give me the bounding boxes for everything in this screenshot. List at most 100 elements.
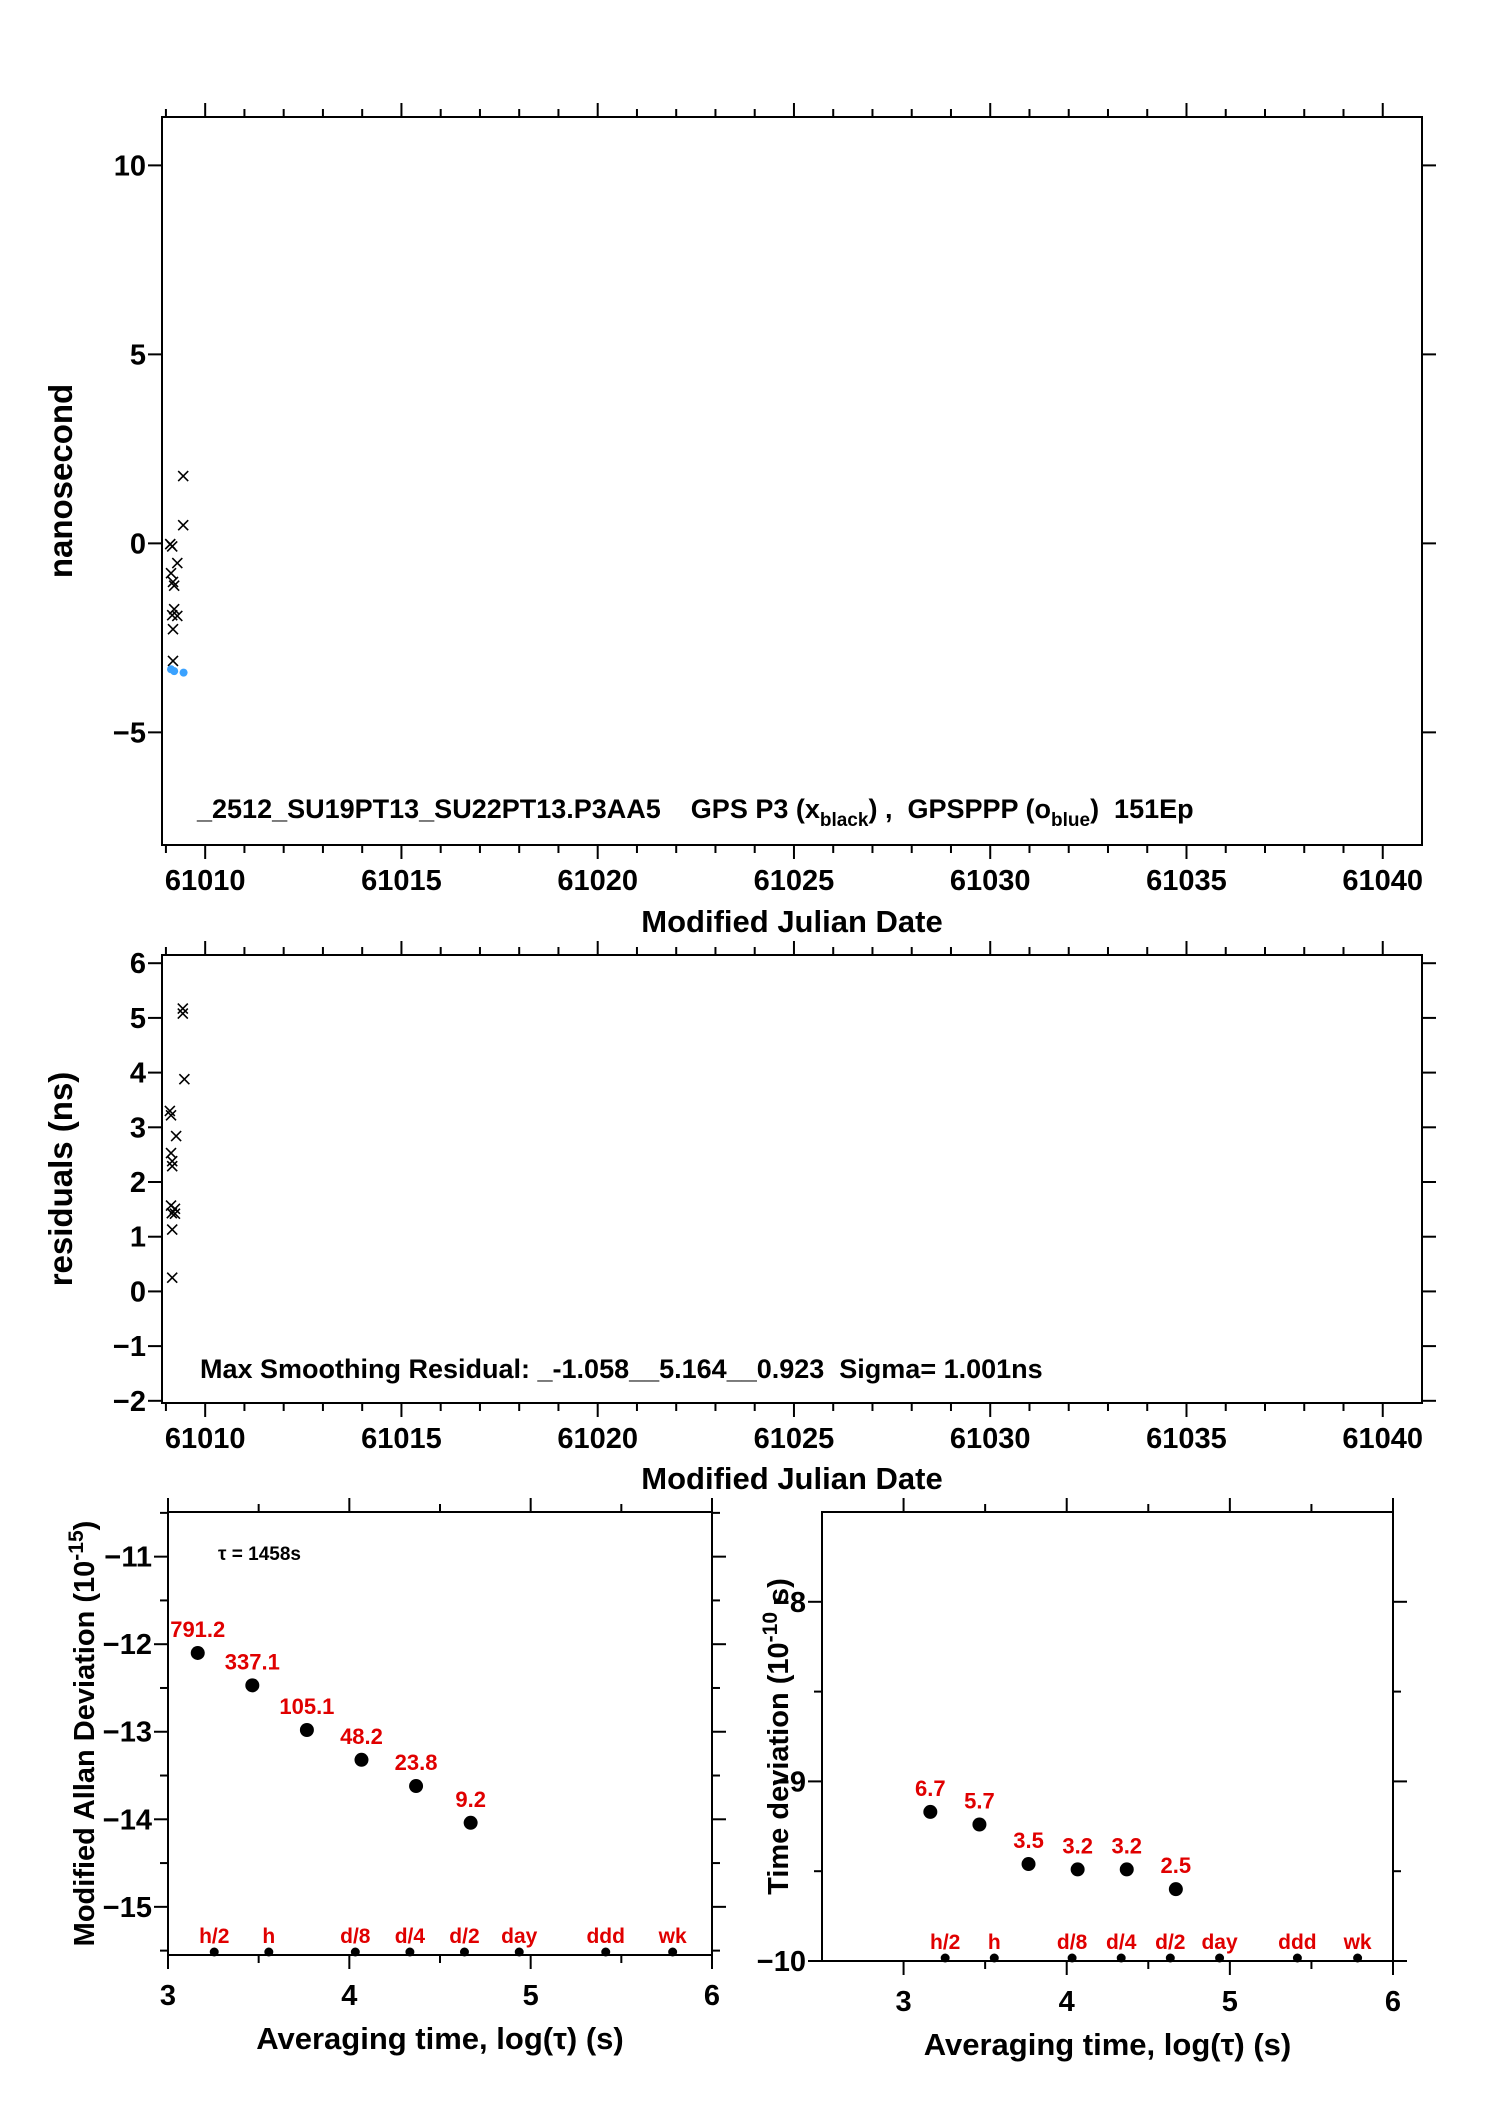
point-value-label: 3.2 (1111, 1833, 1142, 1858)
averaging-time-markers: h/2 h d/8 d/4 d/2 day ddd wk (930, 1931, 1372, 1963)
point-value-label: 48.2 (340, 1724, 383, 1749)
x-tick-label: 61040 (1342, 1423, 1423, 1455)
axis-ticks (808, 1498, 1407, 1975)
x-marker (177, 1007, 189, 1020)
y-tick-labels: −10 −9 −8 (757, 1587, 806, 1978)
tau-label: d/4 (1106, 1931, 1137, 1954)
x-marker (166, 1224, 178, 1236)
x-marker (167, 623, 179, 635)
x-tick-label: 61035 (1146, 1423, 1227, 1455)
dot-marker (463, 1815, 478, 1830)
y-tick-labels: −15 −14 −13 −12 −11 (103, 1542, 152, 1924)
x-marker (177, 519, 189, 531)
axis-ticks (154, 1498, 726, 1969)
annotation-max-smoothing-residual: Max Smoothing Residual: _-1.058__5.164__… (200, 1354, 1043, 1384)
x-axis-title: Averaging time, log(τ) (s) (256, 2021, 624, 2056)
point-value-label: 105.1 (279, 1694, 334, 1719)
averaging-time-markers: h/2 h d/8 d/4 d/2 day ddd wk (199, 1925, 687, 1957)
dot-marker (190, 1645, 205, 1660)
x-tick-label: 61030 (950, 1423, 1031, 1455)
y-tick-label: 0 (130, 1276, 146, 1308)
x-marker (166, 1155, 178, 1167)
x-tick-label: 4 (341, 1980, 357, 2012)
tau-label: day (1201, 1931, 1238, 1954)
dot-marker (1168, 1882, 1183, 1897)
y-tick-label: −11 (104, 1542, 152, 1574)
x-marker (165, 1109, 177, 1121)
chart-modified-allan-deviation: 3 4 5 6 −15 −14 −13 −12 −11 Averaging time, log(τ… (65, 1498, 726, 2056)
x-tick-label: 3 (896, 1986, 912, 2018)
point-value-label: 2.5 (1161, 1853, 1192, 1878)
x-marker (177, 470, 189, 482)
x-tick-labels: 61010 61015 61020 61025 61030 61035 61040 (165, 1423, 1423, 1455)
chart-residuals-vs-mjd: 61010 61015 61020 61025 61030 61035 61040 −2 −1 0… (42, 941, 1436, 1496)
x-tick-labels: 3 4 5 6 (160, 1980, 720, 2012)
dot-marker (1021, 1857, 1036, 1872)
y-tick-label: −12 (103, 1629, 152, 1661)
y-tick-label: 2 (130, 1167, 146, 1199)
series-tdev-points: 6.7 5.7 3.5 3.2 3.2 2.5 (915, 1776, 1192, 1897)
x-marker (170, 1130, 182, 1142)
tau-dot-marker (264, 1947, 274, 1957)
y-tick-label: −15 (103, 1892, 152, 1924)
tau-label: h/2 (199, 1925, 229, 1948)
x-axis-title: Modified Julian Date (641, 1461, 942, 1496)
plot-frame (161, 116, 1423, 846)
x-marker (169, 1208, 181, 1220)
y-tick-label: −10 (757, 1946, 806, 1978)
x-tick-label: 61030 (950, 865, 1031, 897)
y-tick-label: −9 (773, 1766, 806, 1798)
x-tick-label: 3 (160, 1980, 176, 2012)
tau-label: ddd (586, 1925, 624, 1948)
y-tick-labels: −2 −1 0 1 2 3 4 5 6 (113, 948, 146, 1418)
y-axis-title: nanosecond (42, 384, 79, 578)
tau-label: d/2 (449, 1925, 479, 1948)
x-tick-label: 6 (1385, 1986, 1401, 2018)
y-tick-label: 10 (114, 150, 146, 182)
axis-ticks (148, 103, 1436, 859)
dot-marker (179, 668, 188, 677)
x-marker (166, 540, 178, 552)
chart-time-deviation: 3 4 5 6 −10 −9 −8 Averaging time, log(τ) (s) Tim… (757, 1498, 1407, 2062)
x-marker (168, 580, 180, 592)
x-tick-label: 5 (523, 1980, 539, 2012)
y-tick-label: −13 (103, 1717, 152, 1749)
x-tick-label: 61015 (361, 1423, 442, 1455)
x-tick-label: 61020 (557, 865, 638, 897)
tau-label: d/4 (395, 1925, 426, 1948)
tau-label: ddd (1278, 1931, 1316, 1954)
x-marker (167, 655, 179, 667)
dot-marker (972, 1817, 987, 1832)
x-marker (166, 1160, 178, 1172)
y-tick-label: 6 (130, 948, 146, 980)
tau-label: h (988, 1931, 1001, 1954)
tau-dot-marker (1353, 1953, 1363, 1963)
tau-label: day (501, 1925, 538, 1948)
y-tick-labels: −5 0 5 10 (113, 150, 146, 749)
tau-dot-marker (1215, 1953, 1225, 1963)
x-tick-label: 61015 (361, 865, 442, 897)
x-tick-label: 61025 (754, 865, 835, 897)
x-marker (165, 567, 177, 579)
x-tick-labels: 61010 61015 61020 61025 61030 61035 61040 (165, 865, 1423, 897)
x-marker (171, 557, 183, 569)
plot-frame (167, 1511, 713, 1956)
tau-label: wk (1343, 1931, 1372, 1954)
tau-dot-marker (1116, 1953, 1126, 1963)
tau-dot-marker (514, 1947, 524, 1957)
tau-label: d/8 (1057, 1931, 1088, 1954)
x-tick-label: 61020 (557, 1423, 638, 1455)
x-tick-label: 5 (1222, 1986, 1238, 2018)
y-axis-title: residuals (ns) (42, 1072, 79, 1287)
tau-dot-marker (989, 1953, 999, 1963)
dot-marker (1070, 1862, 1085, 1877)
y-tick-label: −2 (113, 1386, 146, 1418)
tau-label: d/8 (340, 1925, 371, 1948)
tau-label: wk (658, 1925, 687, 1948)
y-axis-title: Time deviation (10-10​ s) (759, 1578, 795, 1895)
point-value-label: 337.1 (225, 1649, 280, 1674)
x-tick-label: 61040 (1342, 865, 1423, 897)
y-tick-label: −1 (113, 1331, 146, 1363)
x-tick-label: 4 (1059, 1986, 1075, 2018)
point-value-label: 3.5 (1013, 1828, 1044, 1853)
